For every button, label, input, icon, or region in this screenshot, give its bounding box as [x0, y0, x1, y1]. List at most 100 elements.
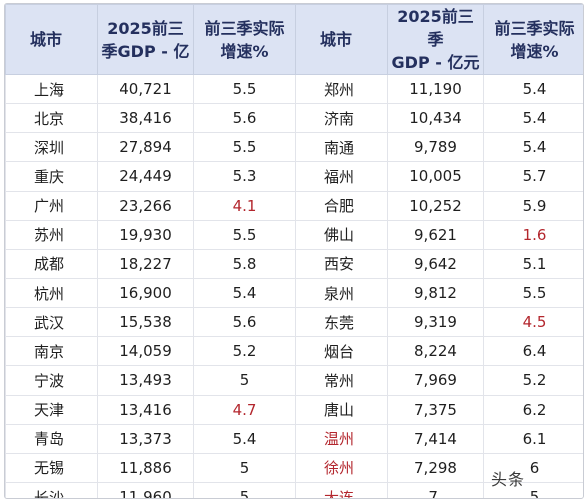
header-growth-left: 前三季实际 增速% [193, 4, 296, 75]
header-city-left: 城市 [5, 4, 98, 75]
cell-city-left: 南京 [5, 336, 98, 367]
cell-growth-left: 5.5 [193, 73, 296, 105]
table-row: 无锡 11,886 5 徐州 7,298 6 [5, 452, 583, 483]
watermark: 头条 [490, 470, 525, 489]
cell-city-right: 大连 [295, 481, 388, 498]
cell-growth-left: 5.4 [193, 423, 296, 454]
cell-growth-right: 5.4 [483, 73, 583, 105]
cell-growth-right: 5.4 [483, 132, 583, 163]
cell-city-left: 深圳 [5, 132, 98, 163]
cell-growth-right: 5 [483, 481, 583, 498]
cell-gdp-left: 19,930 [97, 219, 194, 250]
cell-city-left: 苏州 [5, 219, 98, 250]
table-row: 武汉 15,538 5.6 东莞 9,319 4.5 [5, 307, 583, 338]
header-city-right: 城市 [295, 4, 388, 75]
cell-gdp-left: 18,227 [97, 248, 194, 279]
cell-city-right: 郑州 [295, 73, 388, 105]
table-row: 上海 40,721 5.5 郑州 11,190 5.4 [5, 73, 583, 105]
cell-gdp-right: 10,434 [387, 103, 484, 134]
table-row: 北京 38,416 5.6 济南 10,434 5.4 [5, 103, 583, 134]
table-row: 南京 14,059 5.2 烟台 8,224 6.4 [5, 336, 583, 367]
cell-growth-right: 6.4 [483, 336, 583, 367]
cell-growth-right: 1.6 [483, 219, 583, 250]
cell-gdp-right: 9,812 [387, 277, 484, 309]
cell-growth-right: 6 [483, 452, 583, 483]
cell-city-left: 上海 [5, 73, 98, 105]
cell-growth-right: 6.1 [483, 423, 583, 454]
cell-gdp-right: 10,005 [387, 161, 484, 192]
table-row: 广州 23,266 4.1 合肥 10,252 5.9 [5, 190, 583, 221]
cell-gdp-left: 11,886 [97, 452, 194, 483]
cell-growth-right: 5.4 [483, 103, 583, 134]
table-row: 重庆 24,449 5.3 福州 10,005 5.7 [5, 161, 583, 192]
table-body: 上海 40,721 5.5 郑州 11,190 5.4 北京 38,416 5.6 济南 10,43… [5, 73, 583, 498]
cell-gdp-left: 16,900 [97, 277, 194, 309]
cell-growth-left: 5 [193, 452, 296, 483]
cell-growth-right: 6.2 [483, 394, 583, 425]
cell-growth-left: 5.2 [193, 336, 296, 367]
cell-gdp-left: 13,373 [97, 423, 194, 454]
cell-growth-right: 5.9 [483, 190, 583, 221]
cell-city-left: 北京 [5, 103, 98, 134]
header-gdp-right: 2025前三季 GDP - 亿元 [387, 4, 484, 75]
cell-growth-left: 5.4 [193, 277, 296, 309]
cell-growth-right: 4.5 [483, 307, 583, 338]
cell-city-right: 合肥 [295, 190, 388, 221]
cell-gdp-right: 10,252 [387, 190, 484, 221]
cell-city-right: 泉州 [295, 277, 388, 309]
cell-city-left: 无锡 [5, 452, 98, 483]
cell-city-right: 福州 [295, 161, 388, 192]
cell-city-right: 唐山 [295, 394, 388, 425]
table-header-row: 城市 2025前三 季GDP - 亿 前三季实际 增速% 城市 2025前三季 GDP… [5, 4, 583, 75]
cell-growth-left: 4.1 [193, 190, 296, 221]
header-gdp-left: 2025前三 季GDP - 亿 [97, 4, 194, 75]
cell-growth-right: 5.2 [483, 365, 583, 396]
table-row: 深圳 27,894 5.5 南通 9,789 5.4 [5, 132, 583, 163]
cell-growth-left: 5.5 [193, 132, 296, 163]
table-row: 青岛 13,373 5.4 温州 7,414 6.1 [5, 423, 583, 454]
cell-gdp-left: 15,538 [97, 307, 194, 338]
cell-gdp-right: 7,969 [387, 365, 484, 396]
cell-city-left: 长沙 [5, 481, 98, 498]
cell-growth-right: 5.1 [483, 248, 583, 279]
cell-growth-right: 5.5 [483, 277, 583, 309]
cell-city-left: 成都 [5, 248, 98, 279]
cell-gdp-right: 9,642 [387, 248, 484, 279]
cell-gdp-left: 13,493 [97, 365, 194, 396]
cell-gdp-left: 27,894 [97, 132, 194, 163]
cell-gdp-right: 9,319 [387, 307, 484, 338]
cell-city-right: 西安 [295, 248, 388, 279]
cell-gdp-right: 8,224 [387, 336, 484, 367]
cell-gdp-left: 14,059 [97, 336, 194, 367]
cell-growth-left: 5.6 [193, 307, 296, 338]
table-row: 长沙 11,960 5 大连 7, 5 [5, 481, 583, 498]
cell-gdp-left: 23,266 [97, 190, 194, 221]
cell-gdp-right: 9,621 [387, 219, 484, 250]
cell-gdp-left: 11,960 [97, 481, 194, 498]
cell-city-right: 济南 [295, 103, 388, 134]
table-row: 成都 18,227 5.8 西安 9,642 5.1 [5, 248, 583, 279]
cell-city-right: 烟台 [295, 336, 388, 367]
cell-city-right: 徐州 [295, 452, 388, 483]
cell-growth-right: 5.7 [483, 161, 583, 192]
cell-growth-left: 5.8 [193, 248, 296, 279]
cell-city-left: 宁波 [5, 365, 98, 396]
cell-city-left: 广州 [5, 190, 98, 221]
cell-gdp-right: 7,414 [387, 423, 484, 454]
cell-growth-left: 5.3 [193, 161, 296, 192]
cell-gdp-right: 7, [387, 481, 484, 498]
cell-city-left: 天津 [5, 394, 98, 425]
cell-city-right: 佛山 [295, 219, 388, 250]
cell-city-left: 重庆 [5, 161, 98, 192]
cell-gdp-right: 9,789 [387, 132, 484, 163]
table-row: 天津 13,416 4.7 唐山 7,375 6.2 [5, 394, 583, 425]
cell-gdp-right: 11,190 [387, 73, 484, 105]
cell-gdp-left: 13,416 [97, 394, 194, 425]
cell-city-left: 青岛 [5, 423, 98, 454]
cell-city-left: 武汉 [5, 307, 98, 338]
cell-growth-left: 5 [193, 365, 296, 396]
cell-city-left: 杭州 [5, 277, 98, 309]
cell-city-right: 常州 [295, 365, 388, 396]
cell-growth-left: 5.5 [193, 219, 296, 250]
cell-gdp-right: 7,375 [387, 394, 484, 425]
